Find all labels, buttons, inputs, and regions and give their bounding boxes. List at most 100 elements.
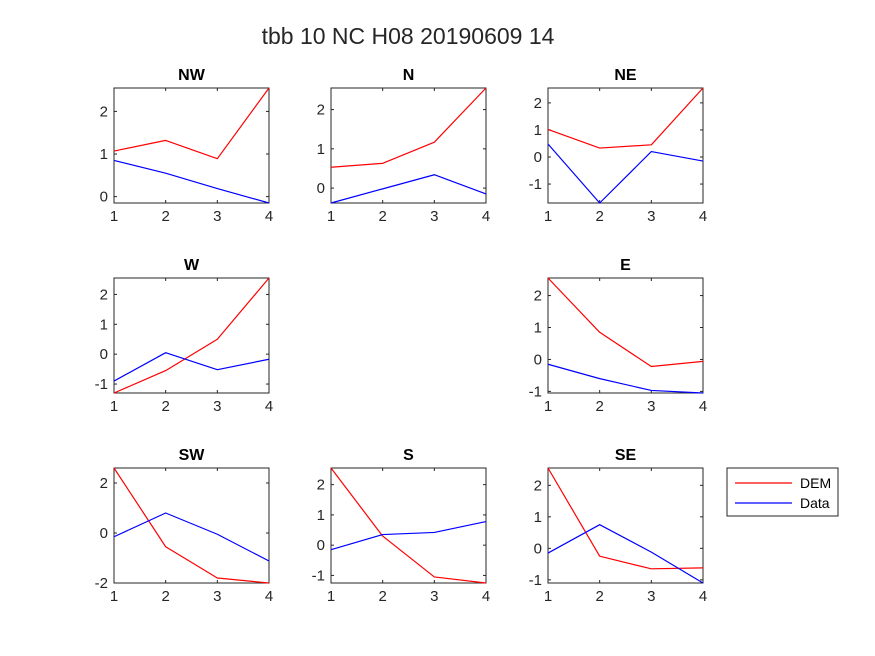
y-tick-label: 2 [534,95,542,112]
subplot-title-ne: NE [614,67,637,84]
y-tick-label: 2 [534,477,542,494]
y-tick-label: 0 [534,351,542,368]
y-tick-label: 2 [100,475,108,492]
x-tick-label: 1 [327,588,335,605]
series-line-data [113,512,270,562]
x-tick-label: 3 [430,588,438,605]
subplot-sw: SW 1 2 3 4 -2 0 2 [95,447,274,605]
x-tick-label: 4 [265,398,273,415]
x-tick-label: 2 [378,588,386,605]
x-tick-label: 4 [482,208,490,225]
y-tick-label: -1 [95,376,108,393]
y-tick-label: -2 [95,575,108,592]
y-tick-label: 1 [317,507,325,524]
y-tick-label: 1 [100,316,108,333]
y-tick-label: 2 [100,286,108,303]
subplot-title-sw: SW [179,447,206,464]
x-tick-label: 4 [699,588,707,605]
subplot-e: E 1 2 3 4 -1 0 1 2 [529,257,708,415]
x-tick-label: 1 [544,588,552,605]
x-tick-label: 1 [544,208,552,225]
y-tick-label: 2 [317,102,325,119]
y-tick-label: -1 [529,383,542,400]
series-line-dem [113,467,270,584]
x-tick-label: 4 [265,588,273,605]
y-tick-label: 0 [534,540,542,557]
series-line-dem [547,87,704,149]
x-tick-label: 2 [595,398,603,415]
axes-box-se [547,467,704,584]
series-line-data [330,174,487,204]
y-tick-label: 0 [100,346,108,363]
x-tick-label: 2 [595,208,603,225]
series-line-dem [113,277,270,394]
y-tick-label: 2 [317,477,325,494]
y-tick-label: -1 [529,176,542,193]
x-tick-label: 3 [430,208,438,225]
subplot-s: S 1 2 3 4 -1 0 1 2 [312,447,491,605]
y-tick-label: 0 [317,537,325,554]
x-tick-label: 3 [213,398,221,415]
y-tick-label: 1 [534,122,542,139]
x-tick-label: 4 [265,208,273,225]
subplot-title-n: N [403,67,415,84]
series-line-data [113,159,270,204]
y-tick-label: 0 [100,189,108,206]
series-line-dem [547,467,704,570]
y-tick-label: 0 [317,180,325,197]
x-tick-label: 1 [327,208,335,225]
subplot-title-se: SE [615,447,637,464]
series-line-dem [330,87,487,168]
y-tick-label: 0 [100,525,108,542]
x-tick-label: 4 [699,398,707,415]
x-tick-label: 3 [647,588,655,605]
subplot-se: SE 1 2 3 4 -1 0 1 2 [529,447,708,605]
axes-box-nw [113,87,270,204]
legend-box [726,467,839,517]
x-tick-label: 3 [647,208,655,225]
subplot-title-w: W [184,257,200,274]
x-tick-label: 1 [110,208,118,225]
y-tick-label: 2 [534,288,542,305]
legend-label-dem: DEM [800,475,831,491]
subplot-title-e: E [620,257,631,274]
x-tick-label: 3 [213,208,221,225]
x-tick-label: 1 [110,588,118,605]
series-line-data [330,520,487,551]
subplot-w: W 1 2 3 4 -1 0 1 2 [95,257,274,415]
x-tick-label: 2 [595,588,603,605]
x-tick-label: 1 [110,398,118,415]
axes-box-w [113,277,270,394]
y-tick-label: 1 [100,146,108,163]
legend-label-data: Data [800,495,830,511]
y-tick-label: 0 [534,149,542,166]
y-tick-label: 1 [534,509,542,526]
subplot-title-s: S [403,447,414,464]
y-tick-label: -1 [529,572,542,589]
y-tick-label: 1 [534,320,542,337]
series-line-data [113,352,270,382]
series-line-data [547,143,704,204]
x-tick-label: 2 [161,588,169,605]
axes-box-ne [547,87,704,204]
x-tick-label: 1 [544,398,552,415]
series-line-dem [330,467,487,584]
y-tick-label: 2 [100,103,108,120]
y-tick-label: 1 [317,141,325,158]
subplot-title-nw: NW [178,67,206,84]
series-line-dem [547,277,704,368]
x-tick-label: 2 [378,208,386,225]
axes-box-s [330,467,487,584]
x-tick-label: 2 [161,208,169,225]
series-line-data [547,524,704,584]
legend: DEM Data [726,467,839,517]
series-line-dem [113,87,270,160]
subplot-ne: NE 1 2 3 4 -1 0 1 2 [529,67,708,225]
x-tick-label: 4 [699,208,707,225]
y-tick-label: -1 [312,567,325,584]
x-tick-label: 3 [213,588,221,605]
